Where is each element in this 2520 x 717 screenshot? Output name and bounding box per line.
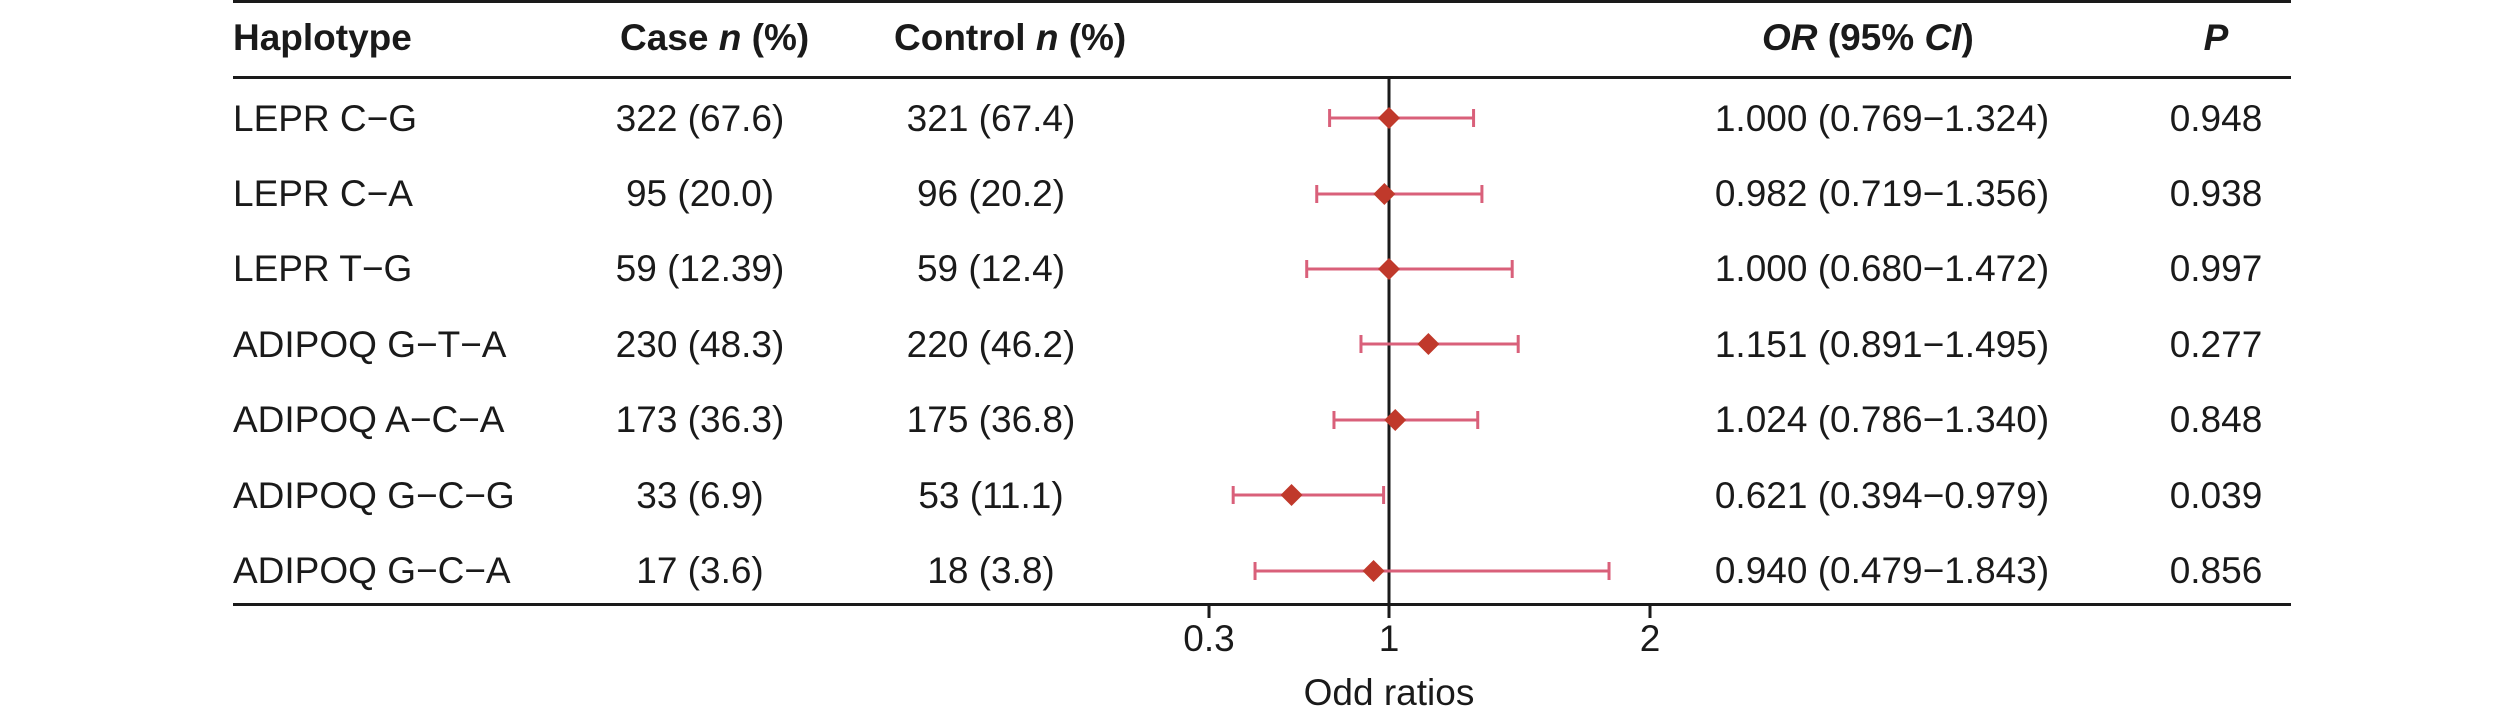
x-tick-label: 2 [1640,618,1661,659]
cell-haplotype: ADIPOQ G−T−A [233,324,507,365]
cell-haplotype: LEPR T−G [233,248,413,289]
cell-control: 53 (11.1) [918,475,1064,516]
header-or: OR [1762,17,1818,58]
cell-haplotype: LEPR C−G [233,98,418,139]
x-tick-label: 0.3 [1183,618,1234,659]
cell-control: 220 (46.2) [906,324,1076,365]
cell-p: 0.938 [2169,173,2263,214]
data-point [1280,484,1303,506]
cell-case: 95 (20.0) [625,173,775,214]
cell-control: 18 (3.8) [927,550,1055,591]
cell-p: 0.856 [2169,550,2263,591]
cell-or-ci: 0.621 (0.394−0.979) [1714,475,2050,516]
top-rule [233,0,2291,3]
cell-or-ci: 1.151 (0.891−1.495) [1714,324,2050,365]
x-axis-label: Odd ratios [1304,672,1475,713]
header-case-prefix: Case [620,17,719,58]
cell-case: 33 (6.9) [636,475,764,516]
cell-haplotype: ADIPOQ G−C−A [233,550,511,591]
header-haplotype: Haplotype [233,17,412,58]
cell-or-ci: 0.940 (0.479−1.843) [1714,550,2050,591]
header-rule [233,76,2291,79]
cell-case: 17 (3.6) [636,550,764,591]
cell-p: 0.277 [2169,324,2263,365]
header-ci: CI [1924,17,1962,58]
cell-haplotype: ADIPOQ A−C−A [233,399,505,440]
cell-p: 0.848 [2169,399,2263,440]
cell-control: 96 (20.2) [916,173,1066,214]
data-point [1378,107,1400,129]
cell-case: 230 (48.3) [615,324,785,365]
cell-case: 59 (12.39) [615,248,785,289]
header-control-suffix: (%) [1058,17,1127,58]
data-point [1378,258,1400,280]
header-p: P [2204,16,2229,60]
cell-or-ci: 0.982 (0.719−1.356) [1714,173,2050,214]
cell-or-ci: 1.000 (0.680−1.472) [1714,248,2050,289]
header-case: Case n (%) [620,16,809,60]
data-point [1362,560,1385,582]
cell-case: 322 (67.6) [615,98,785,139]
data-point [1373,183,1396,205]
cell-control: 175 (36.8) [906,399,1076,440]
header-p-italic: P [2203,17,2229,58]
cell-or-ci: 1.000 (0.769−1.324) [1714,98,2050,139]
header-control-prefix: Control [894,17,1036,58]
header-control: Control n (%) [894,16,1126,60]
header-or-ci: OR (95% CI) [1762,16,1974,60]
x-tick-label: 1 [1379,618,1400,659]
header-case-suffix: (%) [741,17,810,58]
header-or-mid: (95% [1817,17,1925,58]
cell-haplotype: LEPR C−A [233,173,413,214]
cell-p: 0.997 [2169,248,2263,289]
cell-p: 0.948 [2169,98,2263,139]
cell-or-ci: 1.024 (0.786−1.340) [1714,399,2050,440]
cell-p: 0.039 [2169,475,2263,516]
header-or-suffix: ) [1961,17,1974,58]
cell-haplotype: ADIPOQ G−C−G [233,475,515,516]
bottom-rule [233,603,2291,606]
cell-control: 321 (67.4) [906,98,1076,139]
data-point [1384,409,1407,431]
cell-control: 59 (12.4) [916,248,1066,289]
header-case-n: n [718,17,742,58]
header-control-n: n [1035,17,1059,58]
data-point [1417,333,1440,355]
cell-case: 173 (36.3) [615,399,785,440]
